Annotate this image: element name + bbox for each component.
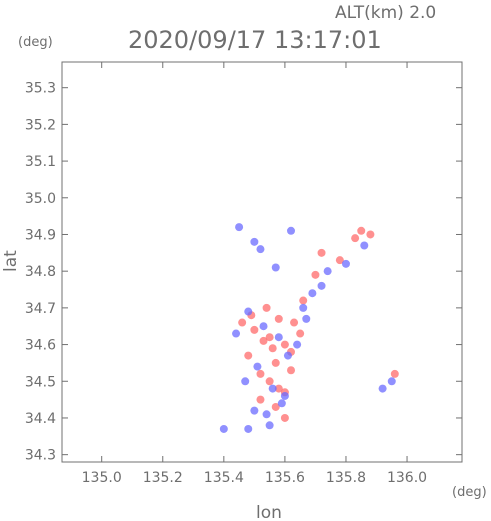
y-tick-label: 34.3 bbox=[25, 448, 56, 464]
data-point bbox=[274, 333, 283, 342]
altitude-label: ALT(km) 2.0 bbox=[335, 3, 436, 23]
data-point bbox=[238, 318, 247, 327]
data-point bbox=[259, 336, 268, 345]
plot-frame bbox=[61, 61, 463, 463]
data-point bbox=[302, 314, 311, 323]
data-point bbox=[244, 307, 253, 316]
data-point bbox=[323, 267, 332, 276]
data-point bbox=[265, 421, 274, 430]
data-point bbox=[360, 241, 369, 250]
data-point bbox=[277, 399, 286, 408]
data-point bbox=[268, 344, 277, 353]
y-tick-label: 34.9 bbox=[25, 227, 56, 243]
data-point bbox=[274, 384, 283, 393]
y-tick-label: 35.3 bbox=[25, 81, 56, 97]
data-point bbox=[219, 424, 228, 433]
data-point bbox=[271, 358, 280, 367]
y-tick-label: 34.6 bbox=[25, 338, 56, 354]
data-point bbox=[271, 402, 280, 411]
data-point bbox=[366, 230, 375, 239]
data-point bbox=[259, 322, 268, 331]
data-point bbox=[235, 223, 244, 232]
y-tick-label: 34.8 bbox=[25, 264, 56, 280]
data-point bbox=[253, 362, 262, 371]
x-tick-label: 135.2 bbox=[143, 470, 183, 486]
chart-title: 2020/09/17 13:17:01 bbox=[128, 26, 382, 54]
y-axis-ticks: 34.3 34.4 34.5 34.6 34.7 34.8 34.9 35.0 35.1 35.2… bbox=[25, 81, 462, 464]
data-point bbox=[299, 303, 308, 312]
data-point bbox=[250, 237, 259, 246]
data-point bbox=[387, 377, 396, 386]
y-tick-label: 34.4 bbox=[25, 411, 56, 427]
y-axis-label: lat bbox=[1, 250, 21, 272]
data-point bbox=[250, 325, 259, 334]
data-point bbox=[296, 329, 305, 338]
data-point bbox=[283, 351, 292, 360]
y-tick-label: 35.1 bbox=[25, 154, 56, 170]
data-point bbox=[256, 369, 265, 378]
data-point bbox=[256, 395, 265, 404]
data-point bbox=[317, 281, 326, 290]
x-axis-ticks: 135.0 135.2 135.4 135.6 135.8 136.0 bbox=[82, 62, 427, 486]
data-point bbox=[378, 384, 387, 393]
x-tick-label: 135.6 bbox=[265, 470, 305, 486]
data-point bbox=[244, 424, 253, 433]
data-point bbox=[280, 413, 289, 422]
x-tick-label: 135.8 bbox=[326, 470, 366, 486]
data-point bbox=[274, 314, 283, 323]
data-point bbox=[287, 366, 296, 375]
data-point bbox=[256, 245, 265, 254]
data-point bbox=[299, 296, 308, 305]
data-point bbox=[280, 340, 289, 349]
y-axis-unit: (deg) bbox=[18, 35, 53, 50]
data-point bbox=[280, 391, 289, 400]
data-point bbox=[244, 351, 253, 360]
data-point bbox=[241, 377, 250, 386]
data-point bbox=[317, 248, 326, 257]
data-point bbox=[351, 234, 360, 243]
data-point bbox=[293, 340, 302, 349]
data-point bbox=[287, 226, 296, 235]
data-point bbox=[265, 333, 274, 342]
data-point bbox=[232, 329, 241, 338]
x-tick-label: 135.0 bbox=[82, 470, 122, 486]
data-point bbox=[311, 270, 320, 279]
data-point bbox=[341, 259, 350, 268]
y-tick-label: 35.0 bbox=[25, 191, 56, 207]
data-points bbox=[219, 223, 399, 433]
data-point bbox=[268, 384, 277, 393]
data-point bbox=[308, 289, 317, 298]
data-point bbox=[335, 256, 344, 265]
data-point bbox=[265, 377, 274, 386]
x-tick-label: 135.4 bbox=[204, 470, 244, 486]
x-tick-label: 136.0 bbox=[387, 470, 427, 486]
data-point bbox=[271, 263, 280, 272]
y-tick-label: 34.5 bbox=[25, 374, 56, 390]
y-tick-label: 34.7 bbox=[25, 301, 56, 317]
data-point bbox=[357, 226, 366, 235]
data-point bbox=[262, 303, 271, 312]
x-axis-unit: (deg) bbox=[452, 485, 487, 500]
data-point bbox=[262, 410, 271, 419]
x-axis-label: lon bbox=[256, 503, 282, 521]
data-point bbox=[250, 406, 259, 415]
data-point bbox=[290, 318, 299, 327]
y-tick-label: 35.2 bbox=[25, 117, 56, 133]
data-point bbox=[390, 369, 399, 378]
